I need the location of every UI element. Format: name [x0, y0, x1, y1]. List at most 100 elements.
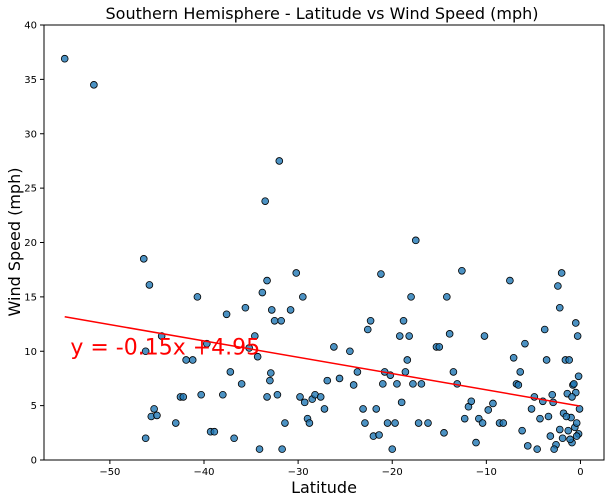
data-point [544, 412, 553, 421]
x-tick-label: −40 [193, 467, 214, 478]
data-point [480, 332, 489, 340]
data-point [557, 269, 566, 277]
data-point [546, 432, 555, 440]
data-point [566, 435, 574, 444]
data-point [467, 397, 476, 406]
data-point [518, 426, 526, 435]
data-point [540, 325, 549, 334]
data-point [377, 270, 385, 278]
data-point [193, 293, 202, 301]
data-point [179, 393, 188, 401]
x-tick-label: −20 [382, 467, 403, 478]
data-point [478, 419, 487, 427]
data-point [572, 432, 581, 440]
data-point [353, 368, 362, 376]
y-tick-label: 25 [24, 184, 37, 195]
y-tick-label: 30 [24, 129, 37, 140]
data-point [414, 419, 423, 427]
data-point [241, 303, 250, 312]
data-point [299, 293, 307, 301]
y-tick-label: 35 [24, 75, 37, 86]
data-point [300, 398, 309, 407]
data-point [210, 427, 219, 436]
data-point [273, 390, 282, 399]
data-point [405, 332, 413, 340]
x-tick-label: −30 [288, 467, 309, 478]
data-point [60, 54, 69, 63]
data-point [401, 368, 410, 376]
data-point [270, 316, 279, 325]
data-point [263, 276, 271, 285]
data-point [472, 438, 480, 447]
data-point [305, 419, 314, 427]
y-tick-label: 15 [24, 292, 37, 303]
data-point [255, 445, 264, 453]
data-point [564, 426, 573, 435]
data-point [575, 405, 584, 413]
regression-line [64, 316, 580, 407]
y-tick-label: 40 [24, 21, 37, 32]
data-point [346, 347, 354, 356]
y-tick-label: 20 [24, 238, 37, 249]
data-point [171, 419, 180, 427]
data-point [542, 356, 551, 364]
data-point [258, 288, 267, 297]
data-point [527, 405, 536, 413]
data-point [509, 353, 518, 362]
data-point [366, 316, 375, 325]
data-point [550, 445, 558, 453]
data-point [139, 255, 148, 263]
data-point [443, 293, 451, 301]
data-point [523, 442, 532, 450]
data-point [562, 412, 571, 421]
data-point [571, 319, 580, 327]
data-point [514, 381, 523, 389]
data-point [292, 269, 301, 277]
data-point [379, 380, 387, 388]
data-point [150, 405, 158, 413]
data-point [397, 398, 406, 407]
data-point [570, 380, 578, 388]
data-point [403, 356, 412, 364]
y-tick-label: 5 [31, 401, 37, 412]
data-point [323, 376, 332, 385]
y-tick-label: 10 [24, 347, 37, 358]
data-point [449, 368, 458, 376]
data-point [565, 356, 573, 364]
data-point [572, 419, 581, 427]
data-point [141, 347, 150, 356]
data-point [153, 411, 161, 420]
data-point [263, 393, 271, 401]
data-point [533, 445, 541, 453]
data-point [424, 419, 432, 427]
regression-equation: y = -0.15x +4.95 [70, 336, 260, 361]
data-point [407, 293, 415, 301]
data-point [484, 406, 493, 414]
data-point [359, 405, 367, 413]
data-point [330, 343, 338, 351]
data-point [460, 414, 469, 423]
data-point [568, 393, 576, 401]
y-tick-label: 0 [31, 456, 37, 467]
x-tick-label: −10 [476, 467, 497, 478]
y-axis-label: Wind Speed (mph) [5, 168, 24, 317]
data-point [320, 405, 329, 413]
data-point [363, 325, 372, 334]
data-point [226, 368, 235, 376]
data-point [555, 303, 564, 312]
data-point [489, 399, 497, 408]
data-point [316, 393, 325, 401]
data-point [506, 276, 514, 285]
data-point [145, 281, 154, 289]
data-point [251, 332, 259, 340]
data-point [253, 352, 262, 361]
data-point [536, 414, 544, 423]
data-point [141, 434, 150, 443]
data-point [237, 380, 246, 388]
data-point [266, 376, 274, 385]
data-point [573, 332, 582, 340]
data-point [399, 316, 408, 325]
data-point [277, 316, 285, 325]
data-point [383, 419, 392, 427]
